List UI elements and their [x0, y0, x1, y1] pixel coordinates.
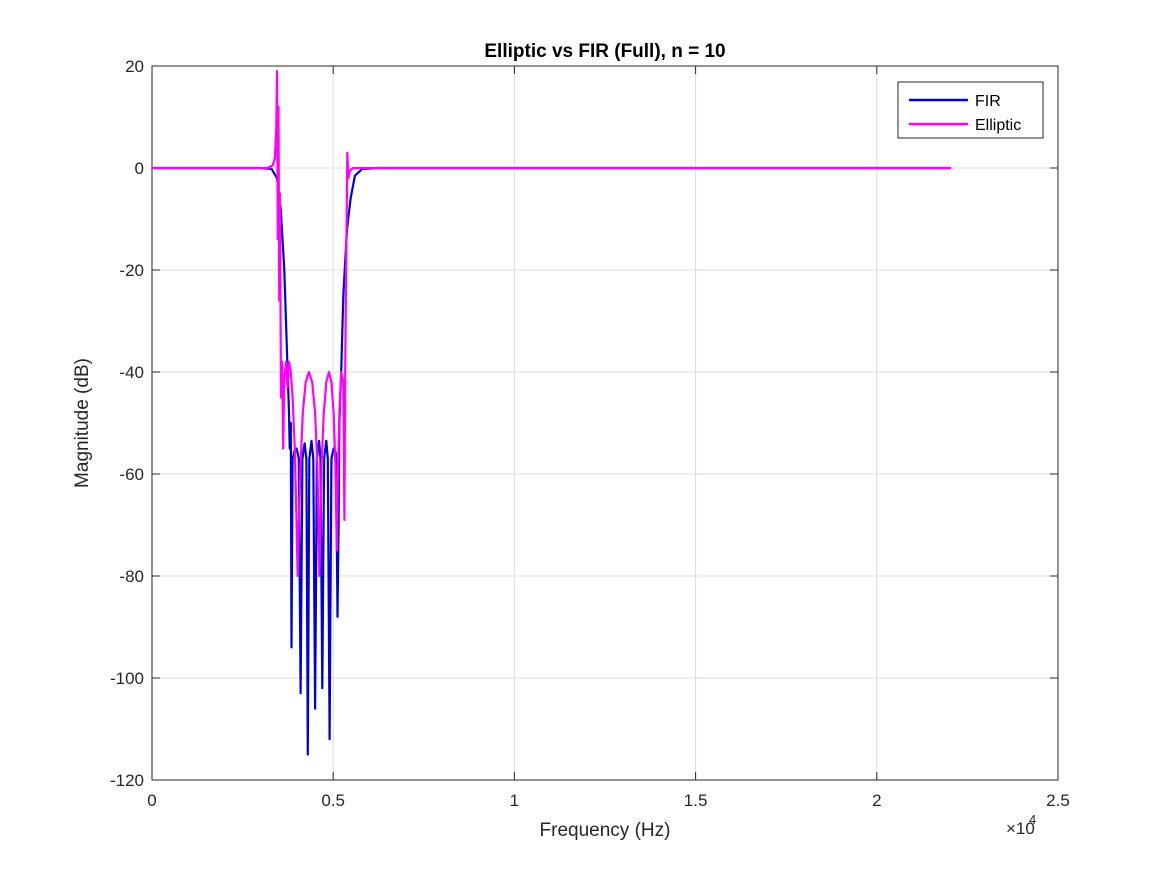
x-axis-label: Frequency (Hz) [540, 820, 671, 841]
legend-box [897, 81, 1044, 139]
legend-label-elliptic: Elliptic [975, 117, 1021, 134]
x-tick-label: 0.5 [321, 791, 345, 810]
y-tick-label: -20 [119, 261, 144, 280]
grid [152, 66, 1058, 780]
x-axis-exponent-base: ×10 [1006, 819, 1035, 838]
x-axis-exponent-power: 4 [1029, 812, 1036, 827]
x-tick-label: 1.5 [684, 791, 708, 810]
x-tick-label: 0 [147, 791, 156, 810]
x-tick-label: 2 [872, 791, 881, 810]
y-tick-label: -60 [119, 465, 144, 484]
chart-title: Elliptic vs FIR (Full), n = 10 [484, 41, 725, 62]
x-axis-exponent: ×10 4 [1006, 812, 1036, 838]
series-line-fir [152, 166, 952, 756]
plot-area [151, 65, 1059, 781]
axis-ticks: 0 0.5 1 1.5 2 2.5 -120 -100 -80 -60 -40 -20 0 20 [110, 57, 1070, 810]
y-tick-label: -120 [110, 771, 144, 790]
y-tick-label: 0 [135, 159, 144, 178]
y-axis-label: Magnitude (dB) [72, 358, 93, 488]
series-lines [152, 69, 952, 756]
x-tick-label: 2.5 [1046, 791, 1070, 810]
x-tick-label: 1 [510, 791, 519, 810]
legend-label-fir: FIR [975, 93, 1001, 110]
y-tick-label: -80 [119, 567, 144, 586]
legend: FIR Elliptic [897, 81, 1044, 139]
y-tick-label: -100 [110, 669, 144, 688]
y-tick-label: -40 [119, 363, 144, 382]
y-tick-label: 20 [125, 57, 144, 76]
series-line-elliptic [152, 69, 952, 578]
